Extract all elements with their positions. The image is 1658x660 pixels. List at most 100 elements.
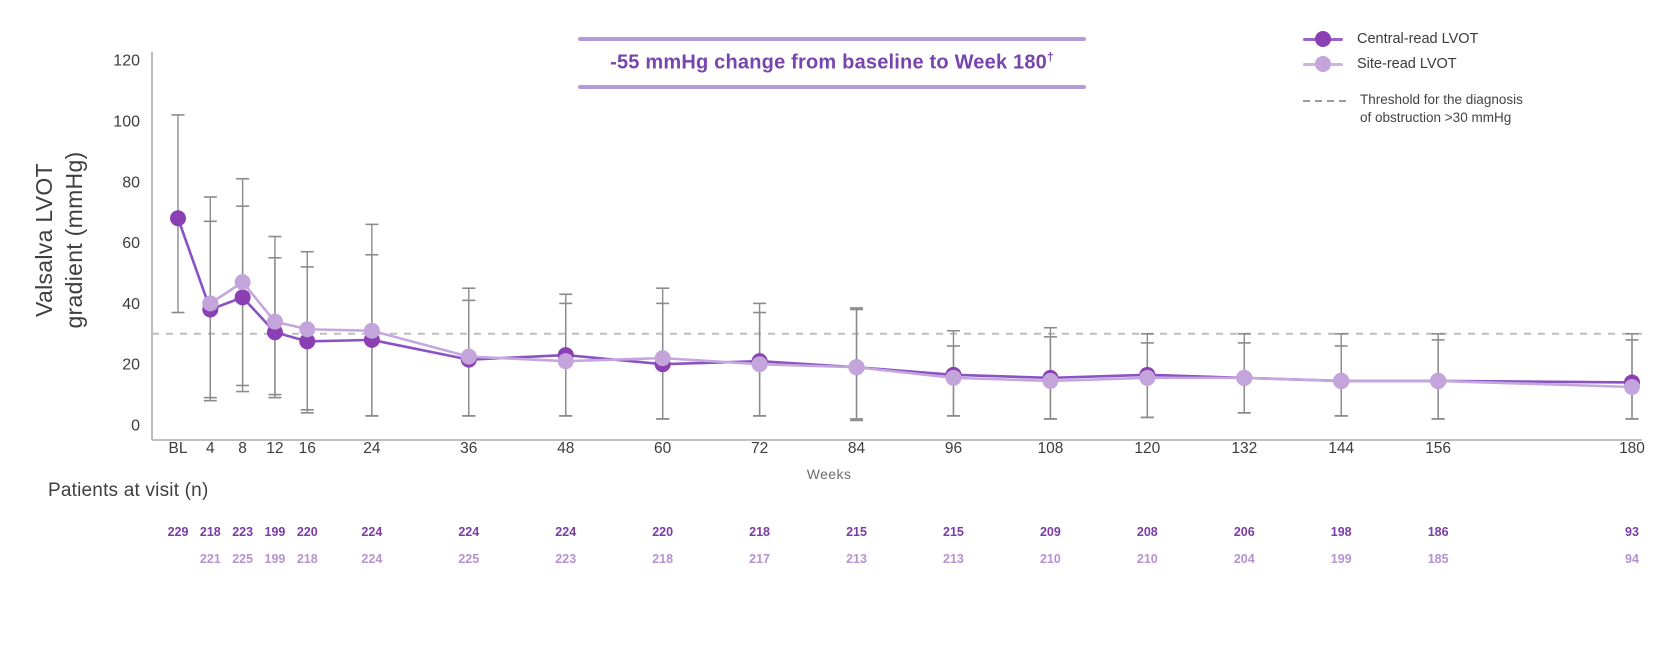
patients-count: 224 <box>361 525 382 539</box>
patients-count: 224 <box>458 525 479 539</box>
patients-count: 223 <box>555 552 576 566</box>
patients-count: 220 <box>652 525 673 539</box>
legend-label-threshold-line2: of obstruction >30 mmHg <box>1360 110 1512 126</box>
patients-count: 210 <box>1137 552 1158 566</box>
x-tick-label: 36 <box>460 440 477 457</box>
site-series-marker-icon <box>1303 56 1343 72</box>
patients-count: 217 <box>749 552 770 566</box>
data-point <box>1042 372 1059 389</box>
patients-count: 94 <box>1625 552 1639 566</box>
patients-count: 93 <box>1625 525 1639 539</box>
patients-count: 221 <box>200 552 221 566</box>
patients-count: 218 <box>297 552 318 566</box>
legend-label-central: Central-read LVOT <box>1357 31 1479 47</box>
x-tick-label: 132 <box>1231 440 1257 457</box>
patients-row-central: 229 218 223 199 220 224 224 224 220 218 215 215 209 2… <box>168 525 1639 539</box>
patients-count: 229 <box>168 525 189 539</box>
y-tick-labels: 0 20 40 60 80 100 120 <box>113 53 140 435</box>
x-tick-label: 12 <box>266 440 283 457</box>
x-tick-label: 4 <box>206 440 215 457</box>
series-central <box>170 210 1640 391</box>
y-tick-label: 80 <box>122 174 140 191</box>
legend: Central-read LVOT Site-read LVOT Thresho… <box>1303 31 1523 127</box>
legend-item-central: Central-read LVOT <box>1303 31 1523 47</box>
central-series-marker-icon <box>1303 31 1343 47</box>
annotation-dagger: † <box>1047 50 1054 64</box>
error-bars <box>171 114 1639 422</box>
series-site <box>202 274 1640 395</box>
x-tick-label: 72 <box>751 440 768 457</box>
data-point <box>1139 369 1156 386</box>
y-tick-label: 20 <box>122 357 140 374</box>
legend-item-site: Site-read LVOT <box>1303 56 1523 72</box>
data-point <box>460 348 477 365</box>
y-tick-label: 120 <box>113 53 140 70</box>
patients-row-site: 221 225 199 218 224 225 223 218 217 213 213 210 210 2… <box>200 552 1639 566</box>
annotation-text: -55 mmHg change from baseline to Week 18… <box>578 41 1086 85</box>
patients-count: 208 <box>1137 525 1158 539</box>
annotation-top-rule <box>578 37 1086 41</box>
legend-item-threshold: Threshold for the diagnosis of obstructi… <box>1303 91 1523 127</box>
x-tick-label: 180 <box>1619 440 1645 457</box>
patients-count: 204 <box>1234 552 1255 566</box>
data-point <box>299 321 316 338</box>
data-point <box>363 322 380 339</box>
annotation-text-main: -55 mmHg change from baseline to Week 18… <box>610 51 1047 74</box>
patients-count: 199 <box>1331 552 1352 566</box>
axes <box>151 52 1642 441</box>
data-point <box>557 353 574 370</box>
x-tick-label: 16 <box>299 440 316 457</box>
patients-count: 210 <box>1040 552 1061 566</box>
data-point <box>234 274 251 291</box>
patients-count: 213 <box>943 552 964 566</box>
y-axis-title: Valsalva LVOT gradient (mmHg) <box>30 60 94 420</box>
patients-count: 199 <box>265 552 286 566</box>
x-tick-label: 84 <box>848 440 866 457</box>
data-point <box>1430 372 1447 389</box>
patients-count: 199 <box>265 525 286 539</box>
data-point <box>202 295 219 312</box>
x-tick-labels: BL 4 8 12 16 24 36 48 60 72 84 96 108 120 132 144 156 180 <box>169 440 1646 457</box>
annotation-banner: -55 mmHg change from baseline to Week 18… <box>578 37 1086 89</box>
x-tick-label: 108 <box>1037 440 1063 457</box>
data-point <box>945 369 962 386</box>
x-tick-label: 24 <box>363 440 381 457</box>
patients-count: 224 <box>555 525 576 539</box>
dashed-line-icon <box>1303 93 1346 109</box>
y-tick-label: 0 <box>131 418 140 435</box>
data-point <box>170 210 186 227</box>
x-tick-label: 144 <box>1328 440 1354 457</box>
data-point <box>299 333 316 350</box>
patients-count: 225 <box>458 552 479 566</box>
data-point <box>266 313 283 330</box>
y-axis-title-line1: Valsalva LVOT <box>31 163 57 317</box>
patients-count: 225 <box>232 552 253 566</box>
x-tick-label: BL <box>169 440 188 457</box>
legend-label-site: Site-read LVOT <box>1357 56 1457 72</box>
x-tick-label: 156 <box>1425 440 1451 457</box>
y-tick-label: 60 <box>122 235 140 252</box>
patients-at-visit-label: Patients at visit (n) <box>48 480 209 501</box>
patients-count: 213 <box>846 552 867 566</box>
data-point <box>654 350 671 367</box>
data-point <box>1236 369 1253 386</box>
y-axis-title-line2: gradient (mmHg) <box>60 151 87 329</box>
patients-count: 198 <box>1331 525 1352 539</box>
patients-count: 218 <box>749 525 770 539</box>
x-tick-label: 8 <box>238 440 247 457</box>
y-tick-label: 100 <box>113 114 140 131</box>
x-tick-label: 96 <box>945 440 962 457</box>
y-tick-label: 40 <box>122 296 140 313</box>
patients-count: 223 <box>232 525 253 539</box>
legend-label-threshold-line1: Threshold for the diagnosis <box>1360 92 1523 107</box>
patients-count: 218 <box>200 525 221 539</box>
x-tick-label: 120 <box>1134 440 1160 457</box>
x-tick-label: 60 <box>654 440 672 457</box>
patients-count: 215 <box>846 525 867 539</box>
patients-count: 185 <box>1428 552 1449 566</box>
patients-count: 220 <box>297 525 318 539</box>
patients-count: 218 <box>652 552 673 566</box>
data-point <box>1333 372 1350 389</box>
